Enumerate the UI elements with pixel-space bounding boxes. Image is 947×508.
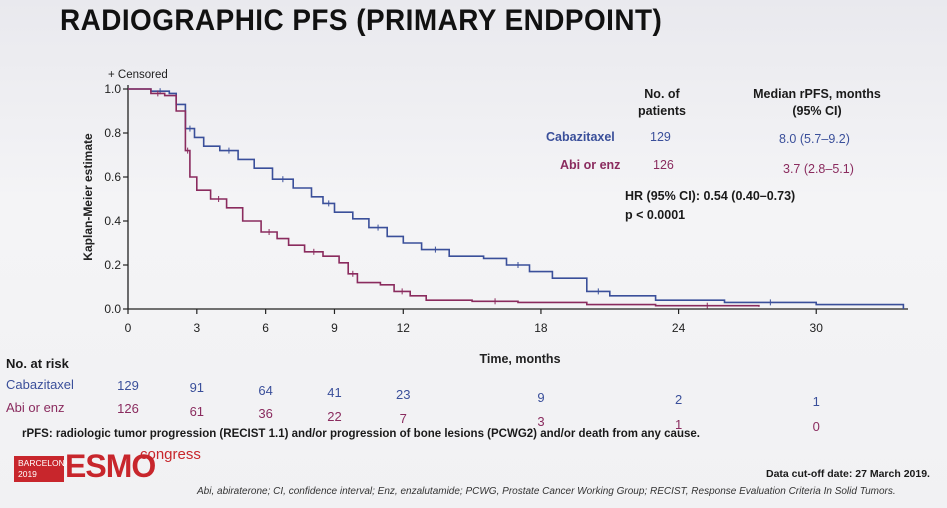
- col-header-median: Median rPFS, months (95% CI): [753, 87, 881, 118]
- y-axis-label: Kaplan-Meier estimate: [81, 133, 95, 261]
- risk-value: 22: [327, 408, 342, 424]
- km-curve-abi-enz: [128, 88, 760, 307]
- risk-table-title: No. at risk: [6, 356, 69, 371]
- y-tick-label: 1.0: [104, 82, 121, 96]
- col-header-patients: No. of patients: [638, 87, 686, 118]
- abbreviations-note: Abi, abiraterone; CI, confidence interva…: [197, 486, 896, 497]
- y-tick-label: 0.0: [104, 302, 121, 316]
- footnote-rpfs: rPFS: radiologic tumor progression (RECI…: [22, 428, 700, 440]
- risk-value: 129: [117, 378, 139, 393]
- chart-curves: [128, 88, 905, 309]
- y-tick-label: 0.2: [104, 258, 121, 272]
- x-tick-label: 18: [534, 321, 548, 335]
- risk-value: 36: [258, 406, 273, 422]
- risk-value: 9: [537, 389, 545, 405]
- y-tick-label: 0.6: [104, 170, 121, 184]
- data-cutoff: Data cut-off date: 27 March 2019.: [766, 468, 930, 480]
- row-patients-abi-enz: 126: [653, 158, 674, 172]
- x-tick-label: 9: [331, 321, 338, 335]
- row-name-abi-enz: Abi or enz: [560, 158, 621, 172]
- risk-value: 91: [189, 380, 205, 396]
- y-tick-label: 0.4: [104, 214, 121, 228]
- row-median-cabazitaxel: 8.0 (5.7–9.2): [779, 132, 850, 146]
- censored-legend: + Censored: [108, 69, 168, 81]
- risk-label-abi-enz: Abi or enz: [6, 400, 65, 415]
- risk-value: 64: [258, 382, 273, 398]
- risk-value: 7: [399, 411, 407, 427]
- logo-city: BARCELONA: [18, 458, 71, 468]
- logo-year: 2019: [18, 469, 37, 479]
- risk-value: 61: [189, 403, 205, 419]
- x-tick-label: 24: [672, 321, 686, 335]
- esmo-logo-text: ESMO: [65, 448, 156, 484]
- risk-value: 0: [812, 419, 820, 435]
- esmo-logo-badge: BARCELONA 2019: [14, 456, 71, 482]
- esmo-logo-congress: congress: [140, 446, 201, 463]
- x-tick-label: 6: [262, 321, 269, 335]
- x-tick-label: 3: [193, 321, 200, 335]
- risk-value: 126: [117, 401, 139, 416]
- row-median-abi-enz: 3.7 (2.8–5.1): [783, 162, 854, 176]
- risk-value: 41: [327, 384, 342, 400]
- risk-label-cabazitaxel: Cabazitaxel: [6, 377, 74, 392]
- x-tick-label: 30: [810, 321, 824, 335]
- chart-axes: 0.0 0.2 0.4 0.6 0.8 1.0 0 3 6 9 12 18 24 30 Time, mont…: [81, 69, 908, 366]
- risk-value: 3: [537, 414, 545, 429]
- slide-title: RADIOGRAPHIC PFS (PRIMARY ENDPOINT): [60, 4, 663, 37]
- risk-value: 2: [674, 391, 683, 407]
- p-value: p < 0.0001: [625, 208, 686, 222]
- row-name-cabazitaxel: Cabazitaxel: [546, 130, 615, 144]
- y-tick-label: 0.8: [104, 126, 121, 140]
- x-tick-label: 12: [397, 321, 411, 335]
- row-patients-cabazitaxel: 129: [650, 130, 671, 144]
- x-tick-label: 0: [125, 321, 132, 335]
- hazard-ratio: HR (95% CI): 0.54 (0.40–0.73): [625, 189, 796, 203]
- risk-value: 23: [396, 387, 411, 403]
- risk-value: 1: [812, 394, 820, 410]
- x-axis-label: Time, months: [479, 352, 560, 366]
- km-curve-cabazitaxel: [128, 88, 905, 309]
- risk-value: 1: [674, 416, 683, 432]
